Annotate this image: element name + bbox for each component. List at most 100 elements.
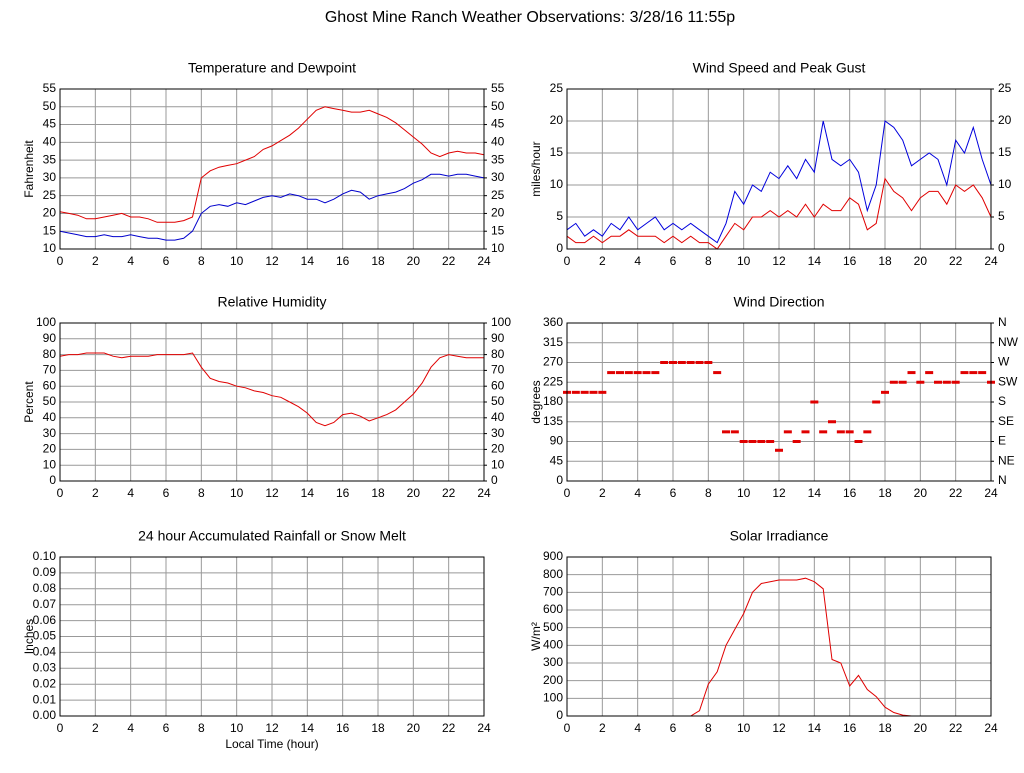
data-point xyxy=(854,440,863,443)
data-point xyxy=(651,371,660,375)
y2-tick-label: S xyxy=(998,394,1006,408)
y-tick-label: 50 xyxy=(43,394,57,408)
chart-title: Relative Humidity xyxy=(218,294,327,310)
data-point xyxy=(907,371,916,375)
data-point xyxy=(783,430,792,434)
x-tick-label: 8 xyxy=(705,254,712,268)
y2-tick-label: 10 xyxy=(491,241,505,255)
data-point xyxy=(642,371,651,375)
y-tick-label: 40 xyxy=(43,410,57,424)
y-tick-label: 700 xyxy=(543,585,563,599)
y-tick-label: 0 xyxy=(556,241,563,255)
y2-tick-label: 80 xyxy=(491,347,505,361)
x-tick-label: 0 xyxy=(564,486,571,500)
x-tick-label: 22 xyxy=(442,486,456,500)
y2-tick-label: 40 xyxy=(491,410,505,424)
y-tick-label: 360 xyxy=(543,315,563,329)
data-point xyxy=(739,440,748,443)
y2-tick-label: 15 xyxy=(998,145,1012,159)
y2-tick-label: SE xyxy=(998,414,1014,428)
y-tick-label: 100 xyxy=(36,315,56,329)
data-point xyxy=(616,371,624,375)
y2-tick-label: NW xyxy=(998,335,1019,349)
data-line xyxy=(59,352,484,427)
y2-tick-label: 25 xyxy=(998,81,1012,95)
x-tick-label: 8 xyxy=(198,486,205,500)
y-tick-label: 30 xyxy=(43,426,57,440)
data-line xyxy=(566,120,992,244)
y-tick-label: 200 xyxy=(543,673,563,687)
x-tick-label: 0 xyxy=(57,721,64,735)
x-tick-label: 10 xyxy=(737,486,751,500)
y2-tick-label: 40 xyxy=(491,135,505,149)
x-tick-label: 8 xyxy=(705,486,712,500)
data-point xyxy=(660,361,669,364)
y-tick-label: 30 xyxy=(43,170,57,184)
data-point xyxy=(863,430,872,434)
y-tick-label: 10 xyxy=(550,177,564,191)
y-tick-label: 25 xyxy=(550,81,564,95)
y-tick-label: 800 xyxy=(543,567,563,581)
data-point xyxy=(978,371,987,375)
x-tick-label: 14 xyxy=(808,254,822,268)
data-point xyxy=(801,430,810,434)
x-tick-label: 24 xyxy=(477,254,491,268)
x-tick-label: 18 xyxy=(878,254,892,268)
data-point xyxy=(571,390,580,394)
data-point xyxy=(730,430,739,434)
x-tick-label: 2 xyxy=(599,254,606,268)
y2-tick-label: E xyxy=(998,434,1006,448)
y-tick-label: 5 xyxy=(556,209,563,223)
y2-tick-label: 50 xyxy=(491,394,505,408)
x-tick-label: 6 xyxy=(163,721,170,735)
x-tick-label: 6 xyxy=(163,486,170,500)
data-point xyxy=(580,390,589,394)
data-point xyxy=(942,380,951,384)
x-tick-label: 24 xyxy=(477,721,491,735)
y-tick-label: 45 xyxy=(43,117,57,131)
x-tick-label: 4 xyxy=(634,486,641,500)
y-tick-label: 0 xyxy=(556,473,563,487)
x-tick-label: 20 xyxy=(407,254,421,268)
y-tick-label: 55 xyxy=(43,81,57,95)
data-point xyxy=(960,371,969,375)
y-tick-label: 50 xyxy=(43,99,57,113)
y-tick-label: 0.09 xyxy=(33,565,57,579)
y2-tick-label: 60 xyxy=(491,378,505,392)
data-point xyxy=(589,390,598,394)
x-tick-label: 2 xyxy=(92,486,99,500)
x-tick-label: 16 xyxy=(336,486,350,500)
x-tick-label: 24 xyxy=(984,721,998,735)
y2-tick-label: 10 xyxy=(491,457,505,471)
y2-tick-label: 30 xyxy=(491,426,505,440)
y2-tick-label: 15 xyxy=(491,223,505,237)
y-axis-label: Fahrenheit xyxy=(22,140,36,198)
x-tick-label: 2 xyxy=(92,721,99,735)
y-tick-label: 135 xyxy=(543,414,563,428)
x-tick-label: 18 xyxy=(371,254,385,268)
y-tick-label: 0.04 xyxy=(33,645,57,659)
data-point xyxy=(810,400,819,404)
y2-tick-label: W xyxy=(998,355,1010,369)
x-tick-label: 20 xyxy=(407,486,421,500)
y2-tick-label: 20 xyxy=(491,442,505,456)
y-tick-label: 90 xyxy=(43,331,57,345)
y-tick-label: 0.01 xyxy=(33,692,57,706)
x-tick-label: 24 xyxy=(477,486,491,500)
y-axis-label: Inches xyxy=(22,619,36,654)
x-tick-label: 10 xyxy=(230,486,244,500)
x-axis-label: Local Time (hour) xyxy=(225,737,318,751)
x-tick-label: 10 xyxy=(230,254,244,268)
y-tick-label: 300 xyxy=(543,655,563,669)
x-tick-label: 10 xyxy=(230,721,244,735)
y-tick-label: 0.02 xyxy=(33,676,57,690)
data-line xyxy=(59,173,485,241)
data-point xyxy=(722,430,730,434)
y-axis-label: degrees xyxy=(529,380,543,423)
y2-tick-label: 5 xyxy=(998,209,1005,223)
y-tick-label: 0.00 xyxy=(33,708,57,722)
y-tick-label: 25 xyxy=(43,188,57,202)
x-tick-label: 8 xyxy=(198,254,205,268)
